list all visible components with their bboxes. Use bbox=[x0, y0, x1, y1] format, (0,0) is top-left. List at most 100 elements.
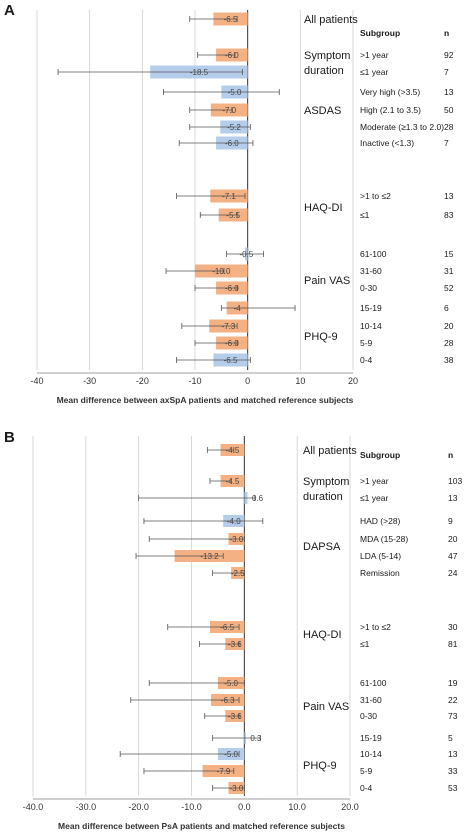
subgroup-label: 5-9 bbox=[360, 766, 373, 776]
n-value: 28 bbox=[444, 122, 454, 132]
subgroup-label: 31-60 bbox=[360, 695, 382, 705]
subgroup-label: >1 year bbox=[360, 476, 389, 486]
group-label: Pain VAS bbox=[304, 275, 350, 287]
x-tick-label: -30 bbox=[83, 376, 96, 386]
group-label: DAPSA bbox=[303, 541, 341, 553]
data-label: -4.0 bbox=[227, 517, 241, 526]
n-value: 9 bbox=[448, 516, 453, 526]
x-tick-label: -10 bbox=[188, 376, 201, 386]
n-value: 20 bbox=[444, 321, 454, 331]
n-header: n bbox=[448, 450, 453, 460]
n-value: 50 bbox=[444, 105, 454, 115]
data-label: -7.9 bbox=[217, 767, 231, 776]
subgroup-label: ≤1 year bbox=[360, 67, 388, 77]
x-tick-label: 20 bbox=[348, 376, 358, 386]
n-value: 33 bbox=[448, 766, 458, 776]
x-tick-label: 10 bbox=[295, 376, 305, 386]
n-value: 7 bbox=[444, 138, 449, 148]
group-label: PHQ-9 bbox=[304, 331, 338, 343]
data-label: -3.0 bbox=[230, 784, 244, 793]
n-value: 20 bbox=[448, 534, 458, 544]
n-value: 24 bbox=[448, 568, 458, 578]
n-value: 103 bbox=[448, 476, 462, 486]
data-label: -3.6 bbox=[228, 712, 242, 721]
group-label: ASDAS bbox=[304, 105, 341, 117]
subgroup-label: >1 year bbox=[360, 50, 389, 60]
n-value: 81 bbox=[448, 639, 458, 649]
subgroup-label: 15-19 bbox=[360, 303, 382, 313]
data-label: -5.0 bbox=[224, 750, 238, 759]
n-value: 53 bbox=[448, 783, 458, 793]
group-label: All patients bbox=[303, 445, 357, 457]
group-label: PHQ-9 bbox=[303, 760, 337, 772]
n-value: 28 bbox=[444, 338, 454, 348]
subgroup-label: ≤1 year bbox=[360, 493, 388, 503]
data-label: -18.5 bbox=[190, 68, 209, 77]
subgroup-label: 0-4 bbox=[360, 355, 373, 365]
data-label: -13.2 bbox=[200, 552, 219, 561]
data-label: -7.1 bbox=[222, 192, 236, 201]
n-value: 19 bbox=[448, 678, 458, 688]
data-label: -6.3 bbox=[221, 696, 235, 705]
subgroup-header: Subgroup bbox=[360, 450, 400, 460]
x-tick-label: -40.0 bbox=[23, 802, 44, 812]
subgroup-label: 0-30 bbox=[360, 283, 377, 293]
n-value: 31 bbox=[444, 266, 454, 276]
n-header: n bbox=[444, 28, 449, 38]
subgroup-label: Moderate (≥1.3 to 2.0) bbox=[360, 122, 444, 132]
subgroup-label: 61-100 bbox=[360, 249, 387, 259]
x-axis-label: Mean difference between axSpA patients a… bbox=[57, 395, 354, 405]
data-label: 0.6 bbox=[252, 494, 264, 503]
data-label: -6.0 bbox=[225, 339, 239, 348]
subgroup-label: MDA (15-28) bbox=[360, 534, 408, 544]
x-tick-label: 0 bbox=[245, 376, 250, 386]
x-tick-label: -20 bbox=[136, 376, 149, 386]
subgroup-label: 10-14 bbox=[360, 749, 382, 759]
subgroup-label: 31-60 bbox=[360, 266, 382, 276]
n-value: 38 bbox=[444, 355, 454, 365]
x-axis-label: Mean difference between PsA patients and… bbox=[58, 821, 345, 831]
data-label: -3.6 bbox=[228, 640, 242, 649]
n-value: 73 bbox=[448, 711, 458, 721]
x-tick-label: -10.0 bbox=[181, 802, 202, 812]
n-value: 7 bbox=[444, 67, 449, 77]
data-label: -3.0 bbox=[230, 535, 244, 544]
subgroup-label: >1 to ≤2 bbox=[360, 191, 391, 201]
group-label: All patients bbox=[304, 14, 358, 26]
bar bbox=[220, 475, 245, 487]
data-label: -5.5 bbox=[226, 211, 240, 220]
data-label: -6.0 bbox=[225, 139, 239, 148]
data-label: -5.0 bbox=[224, 679, 238, 688]
data-label: 0.3 bbox=[250, 734, 262, 743]
subgroup-label: LDA (5-14) bbox=[360, 551, 401, 561]
subgroup-label: Remission bbox=[360, 568, 400, 578]
data-label: -6.0 bbox=[225, 51, 239, 60]
data-label: -5.2 bbox=[227, 123, 241, 132]
x-tick-label: 10.0 bbox=[288, 802, 306, 812]
x-tick-label: -20.0 bbox=[128, 802, 149, 812]
data-label: -4.5 bbox=[226, 477, 240, 486]
x-tick-label: 20.0 bbox=[341, 802, 359, 812]
subgroup-label: >1 to ≤2 bbox=[360, 622, 391, 632]
subgroup-label: 5-9 bbox=[360, 338, 373, 348]
n-value: 5 bbox=[448, 733, 453, 743]
data-label: -0.5 bbox=[239, 250, 253, 259]
data-label: -6.5 bbox=[224, 356, 238, 365]
subgroup-label: High (2.1 to 3.5) bbox=[360, 105, 421, 115]
group-label: HAQ-DI bbox=[304, 202, 343, 214]
n-value: 47 bbox=[448, 551, 458, 561]
n-value: 15 bbox=[444, 249, 454, 259]
n-value: 13 bbox=[444, 87, 454, 97]
group-label: HAQ-DI bbox=[303, 629, 342, 641]
subgroup-label: ≤1 bbox=[360, 210, 370, 220]
n-value: 52 bbox=[444, 283, 454, 293]
data-label: -7.0 bbox=[222, 106, 236, 115]
subgroup-header: Subgroup bbox=[360, 28, 400, 38]
data-label: -6.0 bbox=[225, 284, 239, 293]
x-tick-label: -30.0 bbox=[76, 802, 97, 812]
panel-label: B bbox=[4, 429, 15, 446]
subgroup-label: 10-14 bbox=[360, 321, 382, 331]
data-label: -4 bbox=[234, 304, 242, 313]
x-tick-label: -40 bbox=[30, 376, 43, 386]
